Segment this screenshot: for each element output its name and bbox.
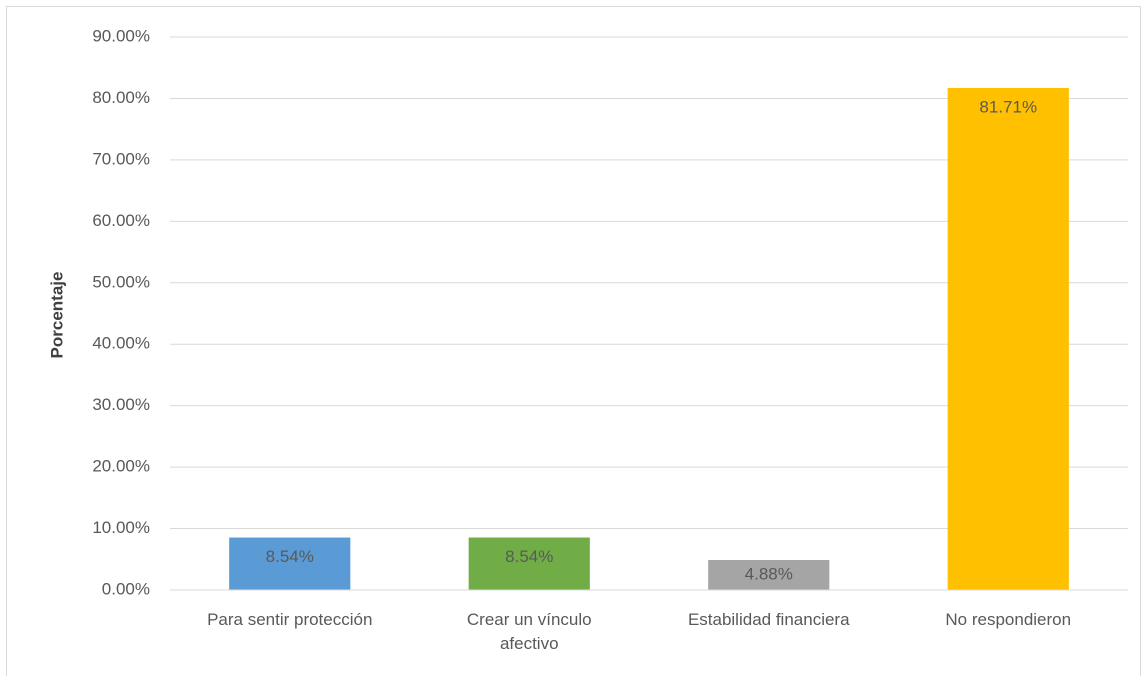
chart-border — [6, 6, 1141, 676]
y-tick-label: 80.00% — [92, 88, 150, 107]
x-tick-label: Estabilidad financiera — [687, 610, 850, 629]
y-tick-label: 90.00% — [92, 26, 150, 45]
bar — [229, 537, 351, 590]
data-label: 8.54% — [505, 547, 553, 566]
y-tick-label: 30.00% — [92, 395, 150, 414]
y-tick-label: 60.00% — [92, 211, 150, 230]
y-axis-title: Porcentaje — [47, 272, 66, 359]
data-label: 4.88% — [745, 564, 793, 583]
y-tick-label: 10.00% — [92, 518, 150, 537]
data-label: 8.54% — [266, 547, 314, 566]
y-tick-label: 70.00% — [92, 149, 150, 168]
bar — [947, 87, 1069, 591]
y-tick-label: 50.00% — [92, 272, 150, 291]
bar — [708, 560, 830, 590]
bar — [468, 537, 590, 590]
x-tick-label: Crear un vínculo afectivo — [466, 610, 592, 653]
y-tick-label: 20.00% — [92, 457, 150, 476]
data-label: 81.71% — [979, 97, 1037, 116]
y-tick-label: 40.00% — [92, 334, 150, 353]
x-tick-label: No respondieron — [945, 610, 1072, 629]
x-tick-label: Para sentir protección — [207, 610, 373, 629]
y-tick-label: 0.00% — [102, 579, 150, 598]
